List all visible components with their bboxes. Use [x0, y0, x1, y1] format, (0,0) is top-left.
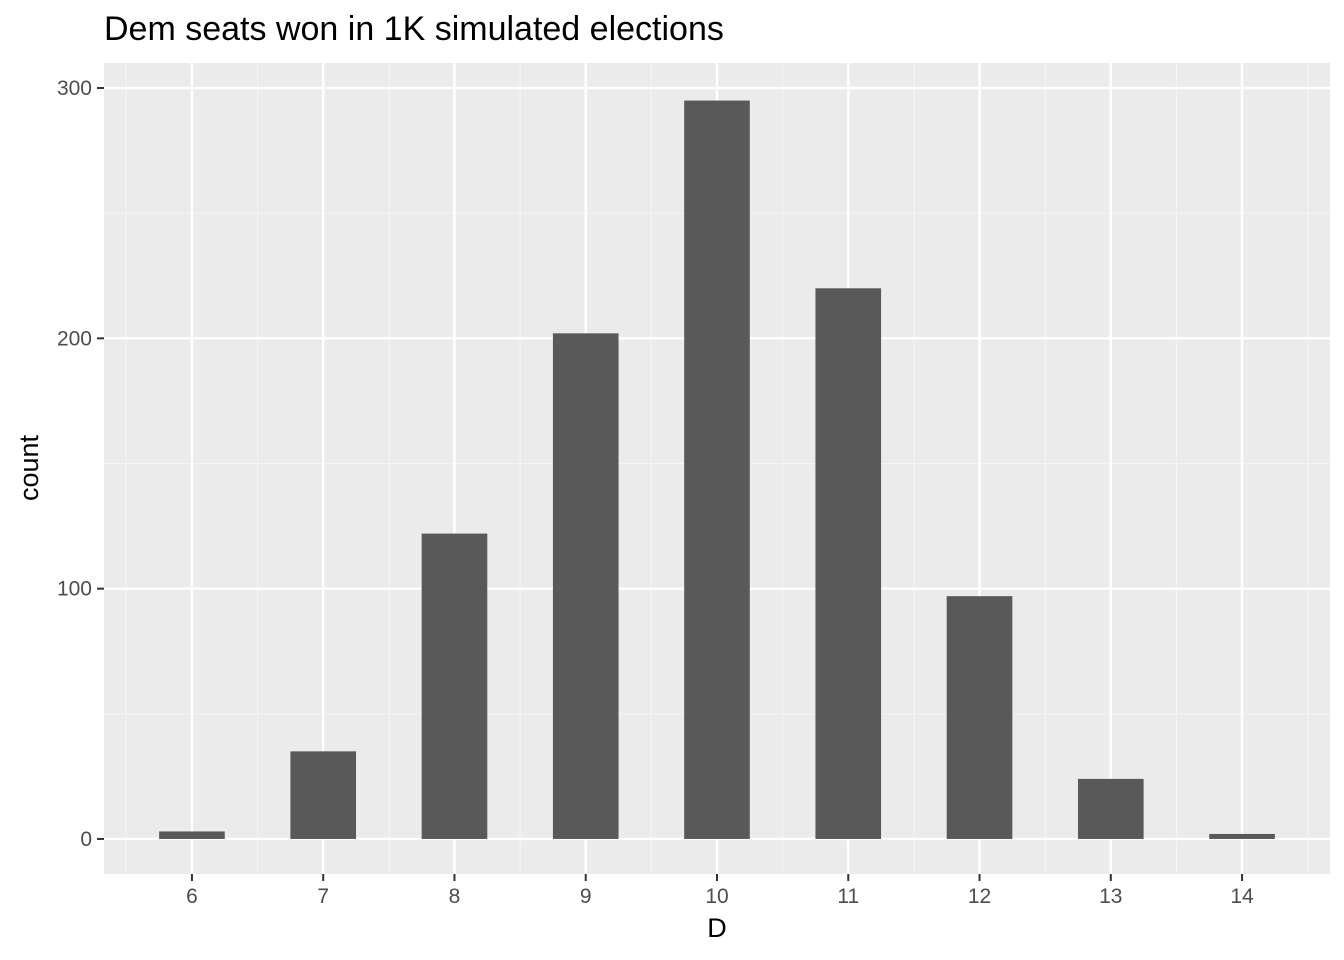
bar-6 — [159, 831, 225, 839]
bar-8 — [421, 533, 488, 839]
x-tick-label: 8 — [449, 885, 461, 908]
chart-title: Dem seats won in 1K simulated elections — [104, 10, 724, 48]
y-tick-label: 300 — [57, 77, 92, 100]
bar-7 — [290, 751, 357, 839]
y-tick-label: 200 — [57, 327, 92, 350]
x-tick-label: 6 — [186, 885, 198, 908]
x-tick-label: 13 — [1099, 885, 1122, 908]
y-tick-label: 100 — [57, 578, 92, 601]
y-axis: 0 100 200 300 — [57, 77, 104, 851]
x-tick-label: 7 — [317, 885, 329, 908]
bar-13 — [1077, 778, 1144, 839]
y-tick-label: 0 — [80, 828, 92, 851]
x-tick-label: 9 — [580, 885, 592, 908]
bar-14 — [1209, 833, 1275, 839]
bar-9 — [552, 333, 619, 839]
x-tick-label: 12 — [968, 885, 991, 908]
y-axis-title: count — [14, 434, 44, 501]
x-tick-label: 11 — [837, 885, 859, 908]
bar-12 — [946, 596, 1013, 839]
bars — [159, 100, 1275, 839]
x-axis-title: D — [707, 913, 727, 943]
x-tick-label: 14 — [1230, 885, 1254, 908]
bar-10 — [684, 100, 750, 839]
x-axis: 6 7 8 9 10 11 12 13 14 — [186, 874, 1254, 908]
x-tick-label: 10 — [705, 885, 728, 908]
bar-11 — [815, 288, 882, 839]
